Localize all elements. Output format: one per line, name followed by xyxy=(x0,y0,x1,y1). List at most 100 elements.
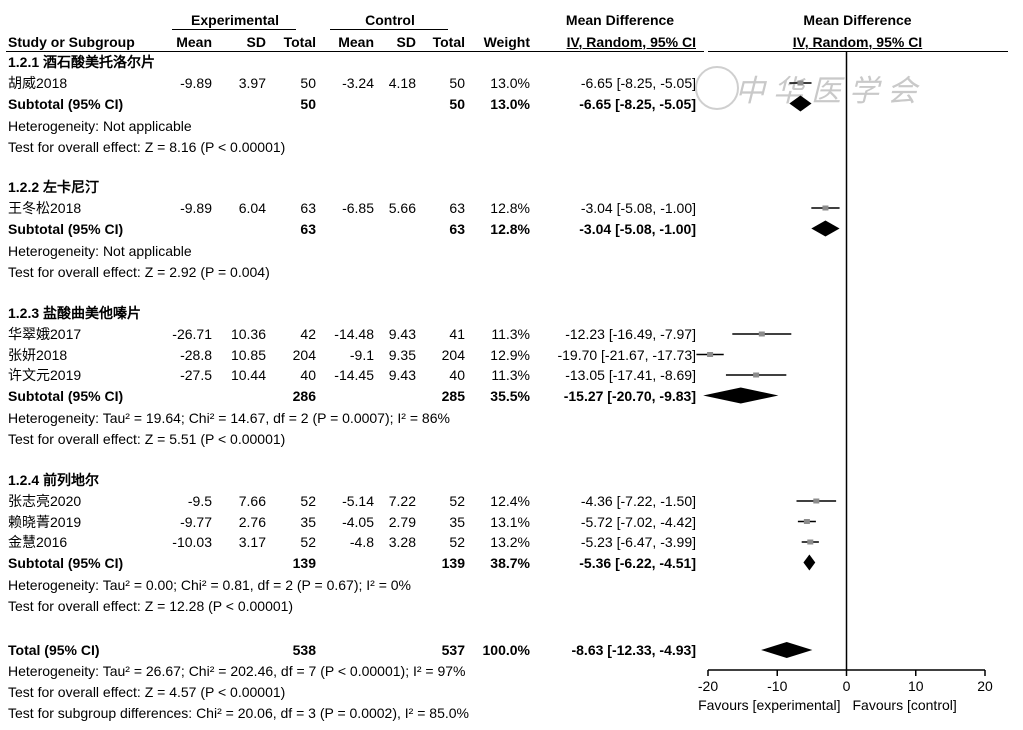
study-e-mean: -9.89 xyxy=(180,75,212,91)
study-e-total: 63 xyxy=(300,200,316,216)
study-ci-text: -13.05 [-17.41, -8.69] xyxy=(565,367,696,383)
study-e-mean: -9.89 xyxy=(180,200,212,216)
point-estimate-marker xyxy=(803,519,810,524)
study-e-sd: 10.44 xyxy=(230,367,266,383)
study-c-mean: -6.85 xyxy=(342,200,374,216)
header-rule-right xyxy=(708,51,1008,52)
study-e-sd: 3.97 xyxy=(238,75,266,91)
heterogeneity-text: Heterogeneity: Not applicable xyxy=(8,242,192,259)
subtotal-e-total: 286 xyxy=(292,387,316,404)
study-c-mean: -4.8 xyxy=(349,534,374,550)
subtotal-e-total: 50 xyxy=(300,95,316,112)
study-e-mean: -10.03 xyxy=(172,534,212,550)
study-ci-text: -4.36 [-7.22, -1.50] xyxy=(580,493,696,509)
header-method: IV, Random, 95% CI xyxy=(566,34,696,50)
study-name: 张妍2018 xyxy=(8,346,68,363)
subtotal-c-total: 285 xyxy=(441,387,465,404)
study-e-total: 52 xyxy=(300,534,316,550)
point-estimate-marker xyxy=(758,331,765,337)
overall-effect-text: Test for overall effect: Z = 5.51 (P < 0… xyxy=(8,430,286,447)
study-c-total: 40 xyxy=(449,367,465,383)
total-ci-text: -8.63 [-12.33, -4.93] xyxy=(571,642,696,658)
study-c-mean: -14.48 xyxy=(334,326,374,342)
study-e-sd: 7.66 xyxy=(238,493,266,509)
study-ci-text: -6.65 [-8.25, -5.05] xyxy=(580,75,696,91)
total-weight: 100.0% xyxy=(482,642,530,658)
header-c-sd: SD xyxy=(396,34,416,50)
pooled-diamond xyxy=(703,387,779,404)
header-control: Control xyxy=(365,12,415,28)
study-c-sd: 2.79 xyxy=(388,513,416,530)
study-e-mean: -26.71 xyxy=(172,326,212,342)
overall-effect-text: Test for overall effect: Z = 2.92 (P = 0… xyxy=(8,263,270,280)
header-experimental: Experimental xyxy=(191,12,279,28)
header-plot-mean-difference: Mean Difference xyxy=(803,12,912,28)
point-estimate-marker xyxy=(797,80,804,86)
total-label: Total (95% CI) xyxy=(8,642,100,658)
header-plot-method: IV, Random, 95% CI xyxy=(792,34,923,50)
study-weight: 13.1% xyxy=(490,513,530,530)
subgroup-title: 1.2.1 酒石酸美托洛尔片 xyxy=(8,54,156,70)
header-e-sd: SD xyxy=(246,34,266,50)
study-c-mean: -9.1 xyxy=(349,346,374,363)
study-c-total: 50 xyxy=(449,75,465,91)
subtotal-label: Subtotal (95% CI) xyxy=(8,554,124,571)
study-weight: 11.3% xyxy=(491,326,530,342)
study-c-sd: 7.22 xyxy=(388,493,416,509)
study-c-total: 52 xyxy=(449,493,465,509)
subtotal-e-total: 63 xyxy=(300,220,316,237)
study-c-total: 41 xyxy=(449,326,465,342)
study-e-sd: 10.85 xyxy=(230,346,266,363)
study-ci-text: -5.72 [-7.02, -4.42] xyxy=(580,513,696,530)
header-c-total: Total xyxy=(432,34,465,50)
subtotal-label: Subtotal (95% CI) xyxy=(8,387,124,404)
subtotal-c-total: 50 xyxy=(449,95,465,112)
header-study: Study or Subgroup xyxy=(8,34,135,50)
study-c-sd: 9.35 xyxy=(388,346,416,363)
subgroup-title: 1.2.2 左卡尼汀 xyxy=(8,179,100,195)
study-name: 金慧2016 xyxy=(8,534,68,550)
study-e-total: 35 xyxy=(300,513,316,530)
overall-effect-text: Test for overall effect: Z = 12.28 (P < … xyxy=(8,597,294,614)
header-e-total: Total xyxy=(283,34,316,50)
footer-text: Test for subgroup differences: Chi² = 20… xyxy=(8,705,469,721)
study-c-total: 63 xyxy=(449,200,465,216)
study-weight: 13.2% xyxy=(490,534,530,550)
study-e-total: 52 xyxy=(300,493,316,509)
heterogeneity-text: Heterogeneity: Not applicable xyxy=(8,117,192,134)
study-c-total: 52 xyxy=(449,534,465,550)
study-name: 赖晓菁2019 xyxy=(8,513,82,530)
study-e-mean: -9.5 xyxy=(187,493,212,509)
study-name: 许文元2019 xyxy=(8,367,82,383)
point-estimate-marker xyxy=(822,205,829,211)
study-name: 张志亮2020 xyxy=(8,493,82,509)
subtotal-weight: 38.7% xyxy=(490,554,530,571)
watermark-seal xyxy=(695,66,739,110)
study-c-mean: -4.05 xyxy=(342,513,374,530)
study-e-sd: 10.36 xyxy=(230,326,266,342)
header-mean-difference: Mean Difference xyxy=(565,12,675,28)
subtotal-c-total: 139 xyxy=(441,554,465,571)
study-e-total: 204 xyxy=(292,346,316,363)
subtotal-e-total: 139 xyxy=(292,554,316,571)
study-e-mean: -28.8 xyxy=(180,346,212,363)
study-e-total: 40 xyxy=(300,367,316,383)
subtotal-weight: 13.0% xyxy=(490,95,530,112)
subtotal-label: Subtotal (95% CI) xyxy=(8,95,124,112)
study-c-sd: 5.66 xyxy=(388,200,416,216)
subtotal-c-total: 63 xyxy=(449,220,465,237)
header-e-mean: Mean xyxy=(176,34,212,50)
pooled-diamond xyxy=(789,95,812,112)
header-rule-left xyxy=(6,51,704,52)
x-tick-label: -20 xyxy=(698,678,718,694)
subtotal-ci-text: -3.04 [-5.08, -1.00] xyxy=(579,220,696,237)
heterogeneity-text: Heterogeneity: Tau² = 19.64; Chi² = 14.6… xyxy=(8,409,450,426)
pooled-diamond xyxy=(761,642,813,658)
footer-text: Test for overall effect: Z = 4.57 (P < 0… xyxy=(8,684,286,700)
total-e-total: 538 xyxy=(292,642,316,658)
x-tick-label: 10 xyxy=(908,678,924,694)
heterogeneity-text: Heterogeneity: Tau² = 0.00; Chi² = 0.81,… xyxy=(8,576,411,593)
study-ci-text: -3.04 [-5.08, -1.00] xyxy=(580,200,696,216)
subtotal-ci-text: -6.65 [-8.25, -5.05] xyxy=(579,95,696,112)
